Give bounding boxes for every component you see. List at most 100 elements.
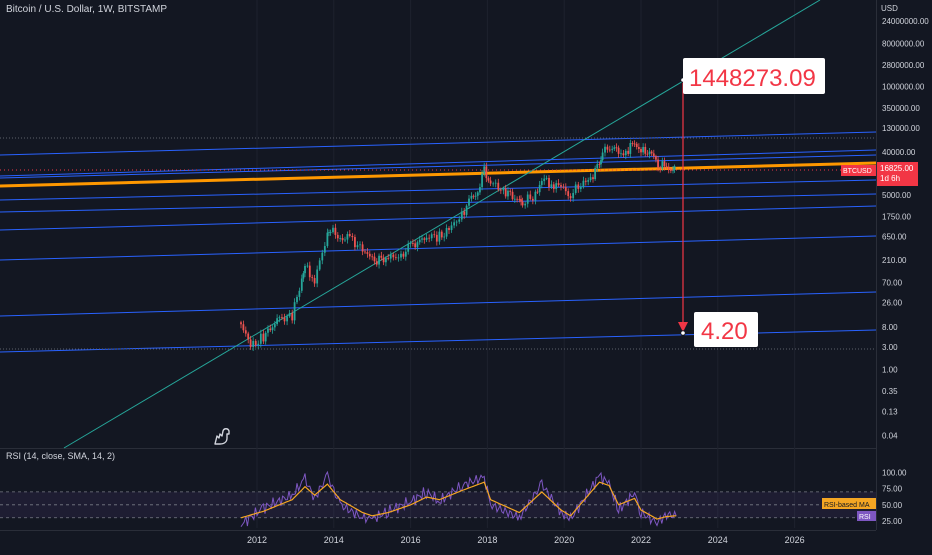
candle-body [604, 146, 606, 153]
price-tag-countdown: 1d 6h [880, 174, 900, 183]
candle-body [378, 255, 380, 265]
price-tag-box [877, 162, 918, 186]
price-tick-label: 24000000.00 [882, 17, 929, 26]
price-tick-label: 210.00 [882, 256, 907, 265]
candle-body [600, 160, 602, 165]
candle-body [402, 253, 405, 257]
candle-body [601, 152, 604, 161]
target-low-label: 4.20 [701, 318, 748, 345]
candle-body [346, 234, 349, 240]
candle-body [663, 161, 666, 167]
candle-body [247, 333, 250, 340]
candle-body [598, 164, 601, 165]
candle-body [485, 166, 488, 179]
candle-body [582, 180, 585, 188]
rsi-title[interactable]: RSI (14, close, SMA, 14, 2) [6, 451, 116, 461]
candle-body [633, 143, 636, 145]
candle-body [513, 198, 516, 200]
time-axis-label: 2012 [247, 535, 267, 545]
candle-body [281, 317, 283, 319]
orange-trendline [0, 161, 877, 188]
candle-body [348, 234, 351, 237]
price-tick-label: 70.00 [882, 278, 903, 287]
candle-body [368, 253, 371, 257]
candle-body [240, 322, 242, 325]
candle-body [540, 181, 543, 185]
candle-body [572, 192, 575, 199]
interval-label[interactable]: 1W [97, 4, 113, 15]
candle-body [497, 182, 500, 190]
rsi-tick-label: 50.00 [882, 501, 903, 510]
candle-body [624, 150, 627, 156]
rsi-tick-label: 75.00 [882, 485, 903, 494]
rsi-line [240, 470, 677, 527]
candle-body [283, 317, 286, 322]
candle-body [273, 324, 276, 328]
candle-body [286, 316, 288, 322]
candle-body [435, 234, 438, 242]
candle-body [385, 258, 387, 263]
candle-body [463, 211, 466, 215]
candle-body [613, 147, 616, 149]
candle-body [271, 327, 274, 331]
candle-body [336, 234, 339, 239]
candle-body [516, 198, 519, 200]
candle-body [311, 277, 314, 279]
rsi-tick-label: 100.00 [882, 468, 907, 477]
candle-body [507, 190, 509, 197]
channel-lines [0, 0, 877, 449]
target-low-callout: 4.20 [694, 312, 758, 347]
dino-logo-icon [214, 428, 230, 445]
candle-body [321, 252, 324, 261]
candle-body [326, 232, 329, 247]
candle-body [296, 296, 298, 303]
rsi-tag-label: RSI [859, 514, 871, 521]
candle-body [278, 317, 281, 319]
channel-line-upper [0, 149, 877, 177]
candle-body [673, 166, 676, 170]
candle-body [589, 177, 592, 181]
candle-body [606, 146, 609, 150]
time-axis-label: 2026 [785, 535, 805, 545]
price-tick-label: 1000000.00 [882, 82, 925, 91]
candle-body [329, 232, 332, 233]
candle-body [657, 159, 659, 168]
candle-body [659, 167, 662, 169]
rsi-ma-tag-box [822, 498, 876, 509]
projection-arrowhead [678, 322, 688, 332]
candle-body [562, 186, 565, 188]
candle-body [552, 184, 555, 190]
candle-body [642, 146, 645, 153]
candle-body [298, 290, 301, 297]
price-scale-border [876, 0, 877, 530]
candle-body [404, 251, 407, 257]
symbol-title[interactable]: Bitcoin / U.S. Dollar [6, 4, 93, 15]
candle-body [371, 256, 374, 258]
candle-body [423, 238, 426, 240]
price-scale: USD 24000000.00 8000000.00 2800000.00 100000… [881, 4, 929, 440]
channel-line [0, 131, 877, 156]
candle-body [257, 343, 260, 346]
candle-body [474, 195, 477, 197]
candle-body [252, 340, 255, 348]
candle-body [364, 251, 366, 253]
candle-body [400, 253, 402, 258]
rsi-ma-tag-label: RSI-based MA [824, 502, 870, 509]
candle-body [269, 328, 272, 331]
price-tick-label: 40000.00 [882, 148, 916, 157]
candle-body [574, 184, 577, 193]
candle-body [615, 147, 618, 149]
candle-body [440, 231, 443, 238]
candle-body [302, 273, 305, 279]
candle-body [382, 257, 385, 263]
candle-body [550, 184, 553, 188]
pane-separator [0, 448, 876, 449]
candle-body [622, 153, 625, 156]
candle-body [421, 238, 423, 240]
candle-body [438, 231, 441, 242]
price-tick-label: 3.00 [882, 343, 898, 352]
candle-body [341, 238, 344, 241]
candle-body [328, 232, 330, 233]
channel-line [0, 154, 877, 179]
